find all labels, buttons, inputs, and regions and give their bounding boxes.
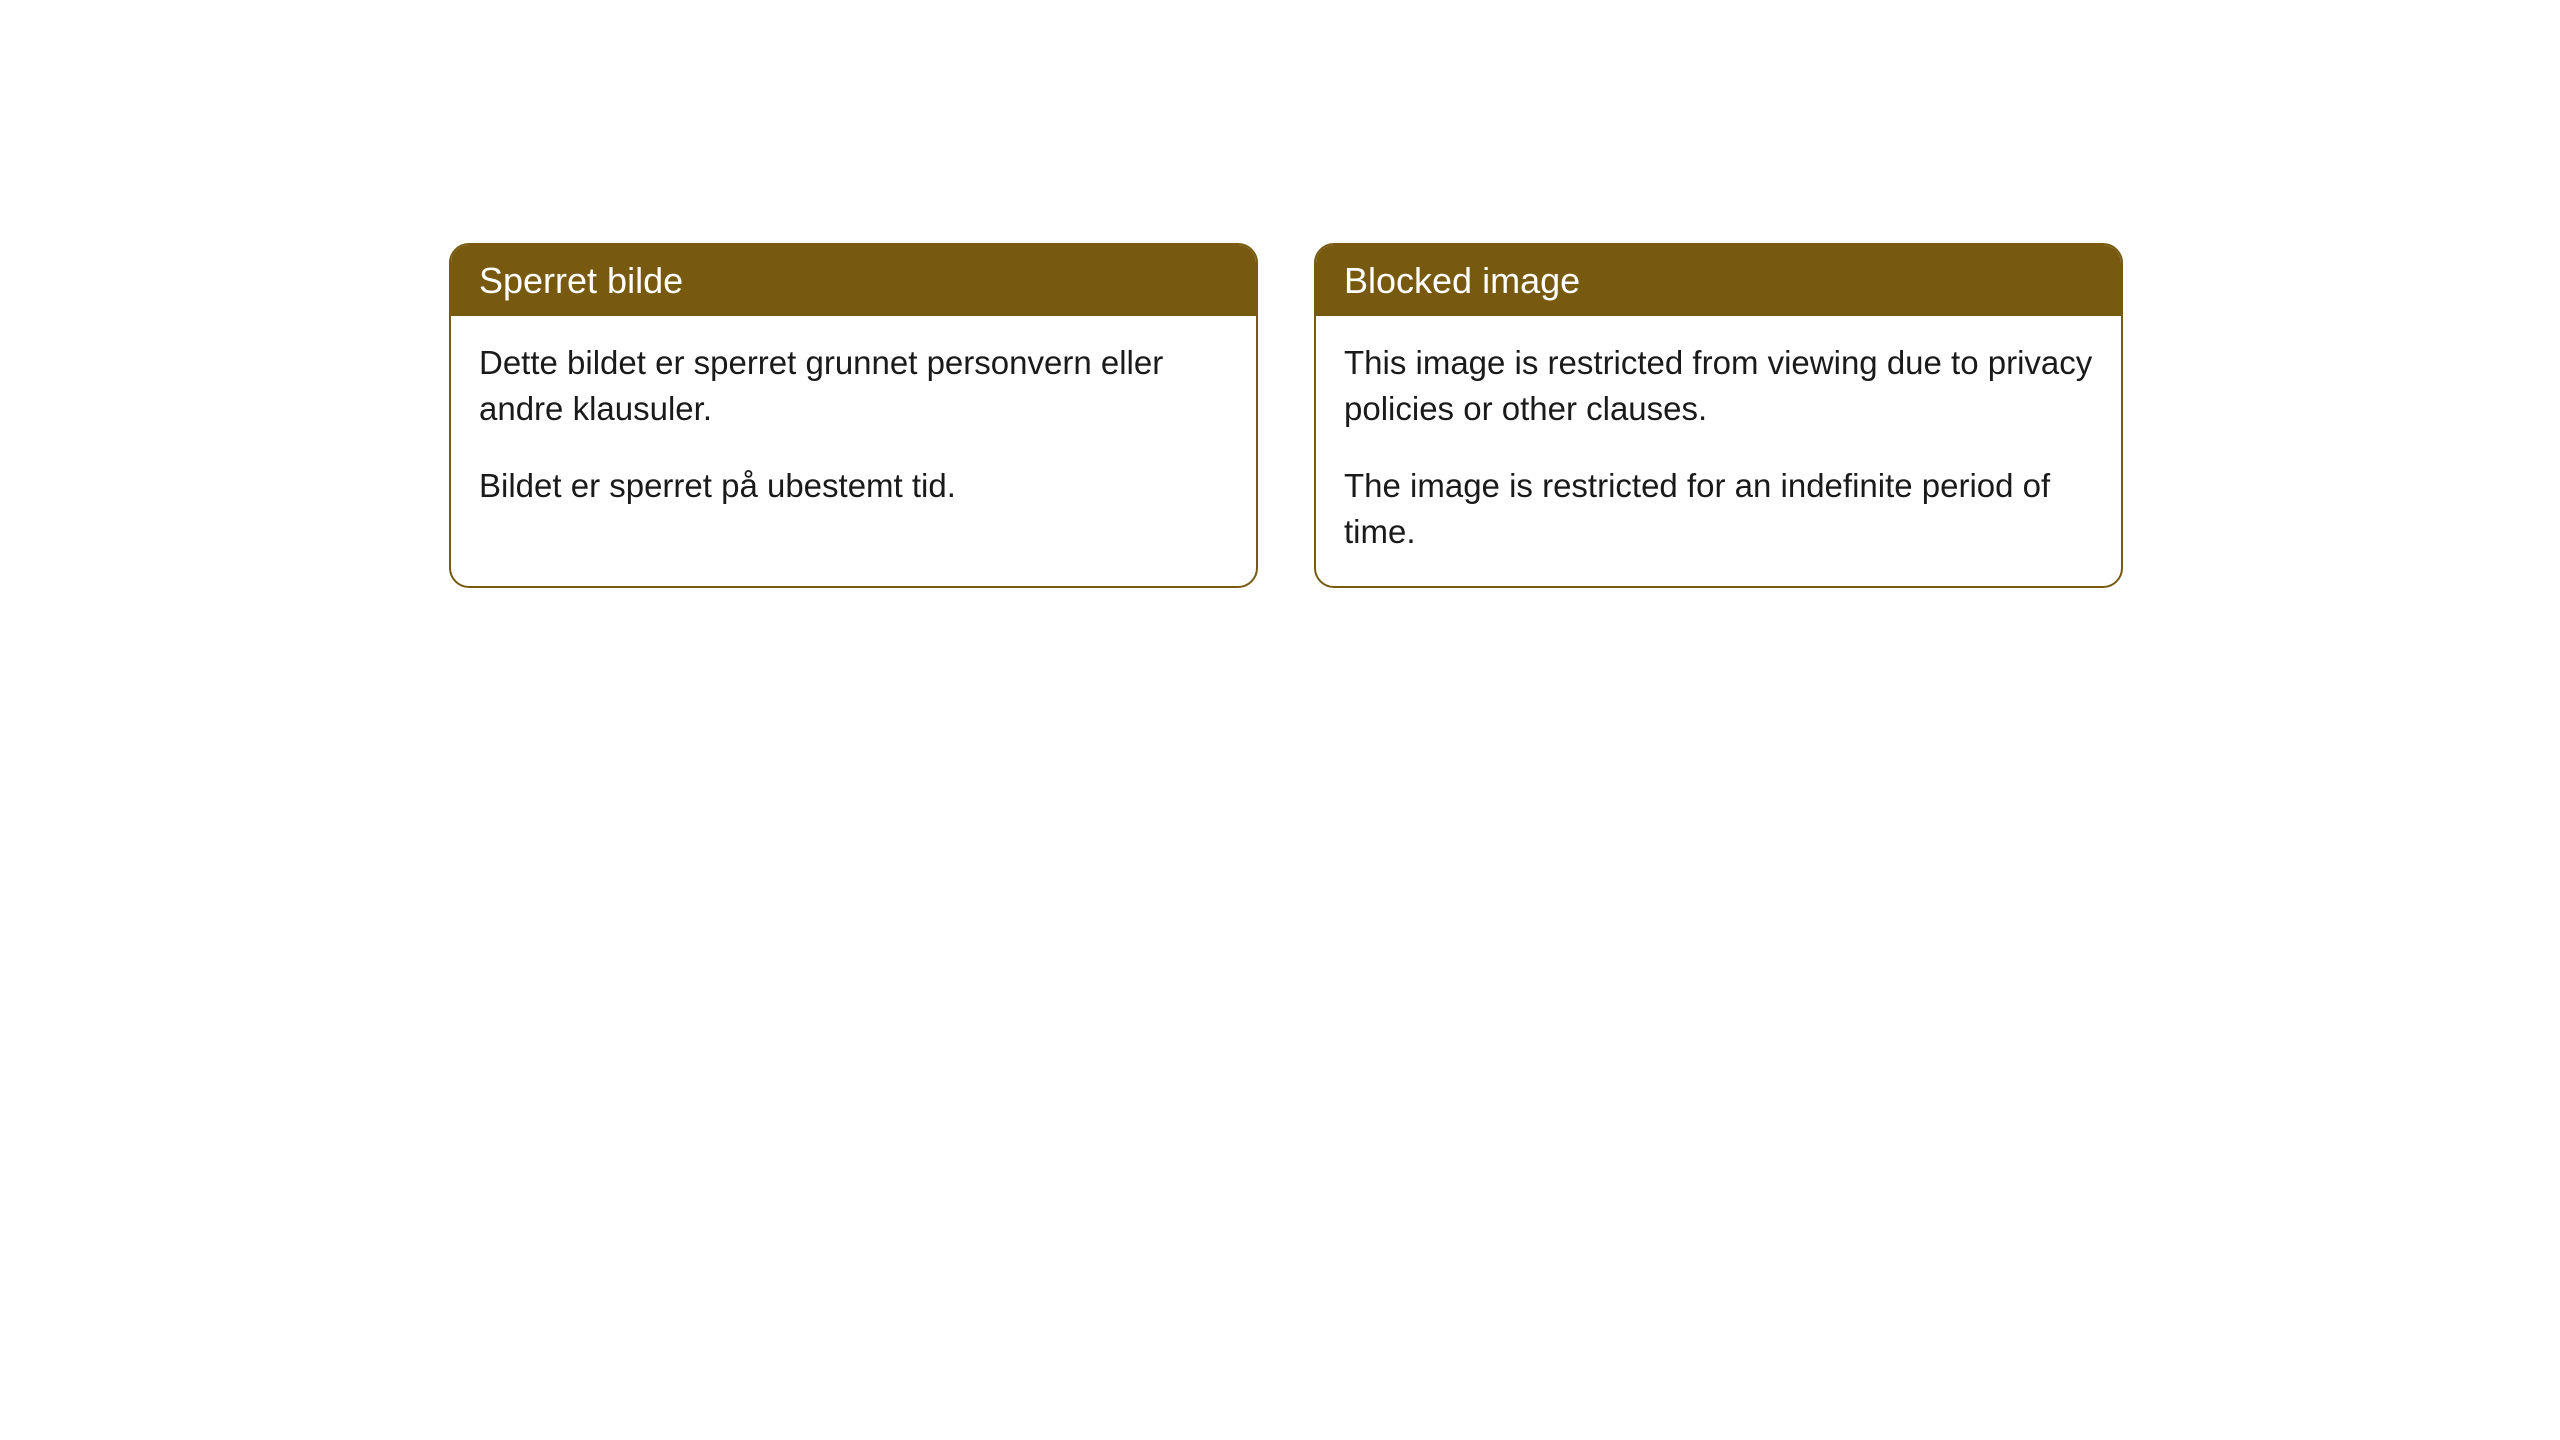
card-english: Blocked image This image is restricted f… (1314, 243, 2123, 588)
card-paragraph: Bildet er sperret på ubestemt tid. (479, 463, 1228, 509)
card-header-norwegian: Sperret bilde (451, 245, 1256, 316)
card-body-norwegian: Dette bildet er sperret grunnet personve… (451, 316, 1256, 541)
card-header-english: Blocked image (1316, 245, 2121, 316)
card-paragraph: The image is restricted for an indefinit… (1344, 463, 2093, 554)
cards-container: Sperret bilde Dette bildet er sperret gr… (449, 243, 2123, 588)
card-paragraph: This image is restricted from viewing du… (1344, 340, 2093, 431)
card-norwegian: Sperret bilde Dette bildet er sperret gr… (449, 243, 1258, 588)
card-body-english: This image is restricted from viewing du… (1316, 316, 2121, 586)
card-paragraph: Dette bildet er sperret grunnet personve… (479, 340, 1228, 431)
